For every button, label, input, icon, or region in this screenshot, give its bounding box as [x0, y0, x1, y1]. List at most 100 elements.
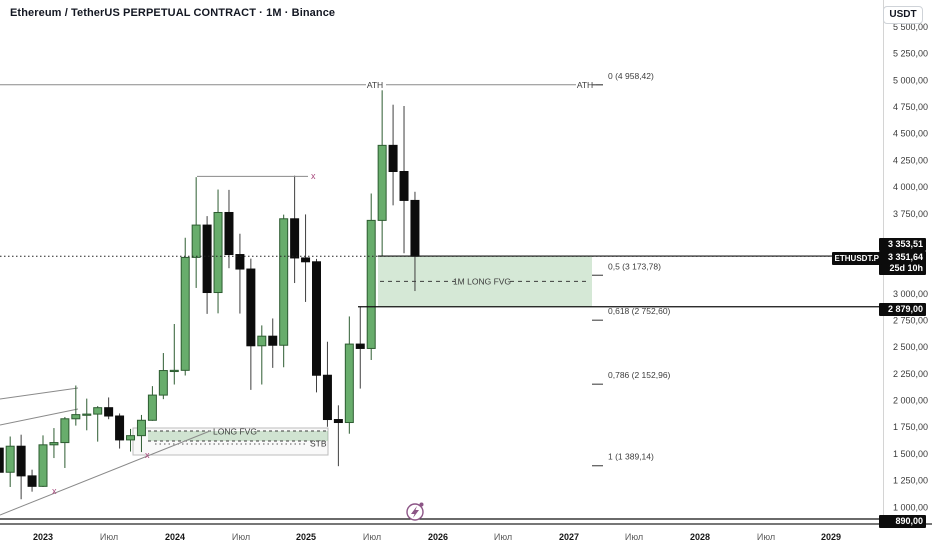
candle-2024-06: [224, 211, 234, 256]
price-chip-last: 3 351,64 25d 10h: [879, 251, 926, 275]
time-tick-label[interactable]: Июл: [757, 532, 775, 542]
last-price-value: 3 351,64: [887, 252, 923, 262]
time-tick-label[interactable]: 2028: [690, 532, 710, 542]
trend-line[interactable]: [0, 430, 211, 516]
candle-2023-07: [104, 407, 114, 417]
fvg-label-1m-long: 1M LONG FVG: [453, 276, 511, 286]
candle-2025-07: [366, 219, 376, 349]
candle-2023-01: [38, 444, 48, 487]
time-tick-label[interactable]: 2024: [165, 532, 185, 542]
trend-line[interactable]: [0, 387, 79, 400]
time-tick-label[interactable]: 2026: [428, 532, 448, 542]
fib-label: 0 (4 958,42): [608, 71, 654, 81]
candle-2025-06: [355, 343, 365, 349]
price-tick-label: 1 750,00: [893, 422, 928, 432]
candle-2023-09: [126, 435, 136, 441]
time-tick-label[interactable]: 2023: [33, 532, 53, 542]
candle-2025-10: [399, 171, 409, 201]
candle-2025-11: [410, 199, 420, 257]
candle-2023-10: [136, 419, 146, 437]
candle-2024-01: [169, 369, 179, 373]
candle-2023-11: [147, 394, 157, 421]
ath-label: ATH: [577, 80, 593, 90]
candle-2024-07: [235, 254, 245, 270]
candle-2024-08: [246, 268, 256, 347]
candle-2022-09: [0, 447, 4, 473]
candle-2025-08: [377, 144, 387, 221]
time-axis-strip[interactable]: [0, 525, 932, 550]
candle-2025-01: [301, 257, 311, 263]
time-tick-label[interactable]: 2029: [821, 532, 841, 542]
x-marker[interactable]: x: [52, 486, 57, 496]
candle-2023-05: [82, 413, 92, 416]
price-tick-label: 5 000,00: [893, 75, 928, 85]
time-tick-label[interactable]: Июл: [625, 532, 643, 542]
candle-2022-12: [27, 475, 37, 487]
ath-label-bg: [576, 79, 596, 91]
candle-2022-11: [16, 445, 26, 477]
candle-2024-12: [290, 218, 300, 259]
time-tick-label[interactable]: Июл: [100, 532, 118, 542]
candle-2024-02: [180, 256, 190, 371]
candle-2023-08: [115, 415, 125, 441]
price-tick-label: 4 250,00: [893, 155, 928, 165]
candle-2024-10: [268, 335, 278, 346]
candle-2023-02: [49, 442, 59, 446]
price-tick-label: 1 000,00: [893, 502, 928, 512]
candle-2024-09: [257, 335, 267, 347]
price-tick-label: 2 000,00: [893, 396, 928, 406]
x-marker[interactable]: x: [311, 171, 316, 181]
event-dot: [419, 502, 424, 507]
fvg-label-long: LONG FVG: [213, 427, 257, 437]
price-tick-label: 4 500,00: [893, 129, 928, 139]
price-chip-ray-low: 2 879,00: [879, 303, 926, 316]
candle-2025-04: [333, 419, 343, 424]
price-chip-bottom: 890,00: [879, 515, 926, 528]
currency-toggle-button[interactable]: USDT: [883, 6, 923, 24]
candle-2023-12: [158, 370, 168, 396]
price-tick-label: 4 000,00: [893, 182, 928, 192]
time-tick-label[interactable]: Июл: [232, 532, 250, 542]
time-tick-label[interactable]: 2025: [296, 532, 316, 542]
candle-2024-11: [279, 218, 289, 346]
candle-2023-04: [71, 414, 81, 420]
price-tick-label: 4 750,00: [893, 102, 928, 112]
candle-countdown: 25d 10h: [889, 263, 923, 273]
symbol-label-chip: ETHUSDT.P: [831, 252, 882, 265]
time-tick-label[interactable]: 2027: [559, 532, 579, 542]
time-tick-label[interactable]: Июл: [494, 532, 512, 542]
candle-2024-05: [213, 211, 223, 294]
price-tick-label: 2 500,00: [893, 342, 928, 352]
stb-label: STB: [310, 439, 327, 449]
price-tick-label: 5 250,00: [893, 49, 928, 59]
fib-label: 0,618 (2 752,60): [608, 306, 671, 316]
fib-label: 1 (1 389,14): [608, 452, 654, 462]
price-tick-label: 3 000,00: [893, 289, 928, 299]
fib-label: 0,786 (2 152,96): [608, 370, 671, 380]
candle-2025-09: [388, 144, 398, 173]
stb-context-box[interactable]: [132, 427, 329, 456]
price-tick-label: 1 250,00: [893, 476, 928, 486]
price-tick-label: 3 750,00: [893, 209, 928, 219]
price-tick-label: 2 750,00: [893, 315, 928, 325]
time-tick-label[interactable]: Июл: [363, 532, 381, 542]
price-axis-strip[interactable]: [884, 0, 932, 550]
candle-2024-04: [202, 224, 212, 294]
candle-2025-02: [312, 261, 321, 376]
symbol-title[interactable]: Ethereum / TetherUS PERPETUAL CONTRACT ·…: [10, 7, 336, 19]
candle-2023-06: [93, 407, 103, 415]
price-chip-ray-high: 3 353,51: [879, 238, 926, 251]
candle-2024-03: [191, 224, 201, 258]
ath-label: ATH: [367, 80, 383, 90]
fib-label: 0,5 (3 173,78): [608, 261, 661, 271]
candle-2025-05: [344, 343, 354, 424]
x-marker[interactable]: x: [145, 450, 150, 460]
candle-2022-10: [5, 445, 15, 473]
candle-2025-03: [322, 374, 332, 421]
ath-label-bg: [366, 79, 386, 91]
lightning-bolt-glyph: [411, 506, 419, 518]
fvg-box-long[interactable]: [148, 431, 328, 441]
trend-line[interactable]: [0, 408, 79, 426]
